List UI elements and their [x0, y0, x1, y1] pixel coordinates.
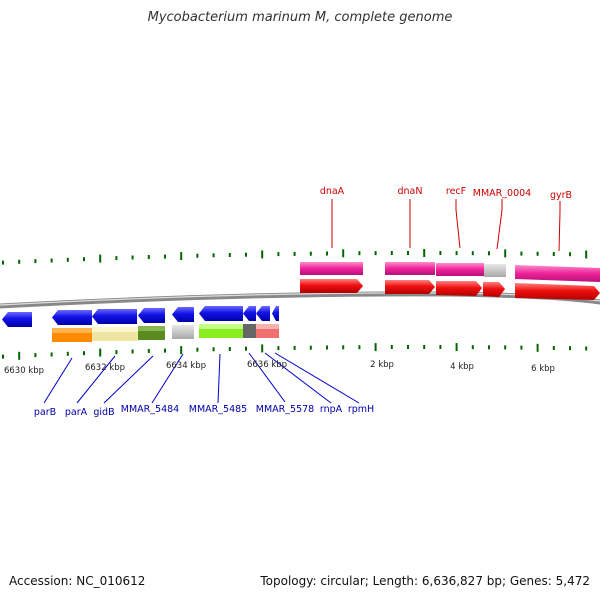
scale-label-2kbp: 2 kbp: [370, 360, 394, 370]
feature-bar-dnaN[interactable]: [385, 262, 435, 275]
gene-label-MMAR_5578[interactable]: MMAR_5578: [256, 404, 314, 415]
gene-arrow-MMAR_0004[interactable]: [483, 282, 505, 297]
lower-tick-row: [2, 343, 588, 360]
gene-arrow-dnaA[interactable]: [300, 279, 363, 293]
gene-arrow-parA[interactable]: [52, 310, 92, 325]
gene-label-MMAR_5485[interactable]: MMAR_5485: [189, 404, 247, 415]
upper-tick-row: [2, 249, 588, 265]
gene-arrow-parB[interactable]: [2, 312, 32, 327]
gene-label-gyrB[interactable]: gyrB: [550, 190, 572, 201]
gene-label-rpmH[interactable]: rpmH: [348, 404, 374, 415]
feature-bar-lime-shine: [199, 324, 243, 329]
scale-label-6632kbp: 6632 kbp: [85, 363, 125, 373]
accession-text: Accession: NC_010612: [9, 574, 146, 588]
reverse-gene-arrows: [2, 306, 279, 327]
scale-labels: 6630 kbp 6632 kbp 6634 kbp 6636 kbp 2 kb…: [4, 360, 555, 376]
forward-leader-lines: [331, 199, 561, 252]
feature-bar-gyrB[interactable]: [515, 265, 600, 282]
genome-backbone: [0, 291, 600, 309]
gene-arrow-MMAR_5484[interactable]: [138, 308, 165, 323]
reverse-gene-labels: parB parA gidB MMAR_5484 MMAR_5485 MMAR_…: [34, 404, 374, 418]
feature-bar-MMAR_0004[interactable]: [484, 264, 506, 277]
gene-label-parB[interactable]: parB: [34, 407, 56, 418]
forward-gene-arrows: [300, 279, 600, 300]
gene-arrow-rpmH[interactable]: [256, 306, 270, 321]
gene-arrow-MMAR_5578[interactable]: [199, 306, 243, 321]
gene-label-gidB[interactable]: gidB: [93, 407, 114, 418]
gene-label-dnaA[interactable]: dnaA: [320, 186, 345, 197]
gene-arrow-gyrB[interactable]: [515, 283, 600, 300]
feature-bar-orange-shine: [52, 328, 92, 333]
gene-label-MMAR_0004[interactable]: MMAR_0004: [473, 188, 531, 199]
gene-arrow-gidB[interactable]: [92, 309, 137, 324]
forward-feature-track: [300, 262, 600, 282]
feature-bar-dark-grey[interactable]: [243, 324, 256, 338]
scale-label-6630kbp: 6630 kbp: [4, 366, 44, 376]
scale-label-6634kbp: 6634 kbp: [166, 361, 206, 371]
feature-bar-khaki-shine: [92, 327, 138, 332]
gene-arrow-dnaN[interactable]: [385, 280, 435, 294]
gene-label-parA[interactable]: parA: [65, 407, 88, 418]
scale-label-6kbp: 6 kbp: [531, 364, 555, 374]
scale-label-4kbp: 4 kbp: [450, 362, 474, 372]
genome-summary-text: Topology: circular; Length: 6,636,827 bp…: [260, 574, 590, 588]
gene-arrow-MMAR_5485[interactable]: [172, 307, 194, 322]
scale-label-6636kbp: 6636 kbp: [247, 360, 287, 370]
gene-label-dnaN[interactable]: dnaN: [398, 186, 423, 197]
reverse-feature-track: [52, 324, 279, 342]
forward-gene-labels: dnaA dnaN recF MMAR_0004 gyrB: [320, 186, 572, 201]
feature-bar-grey-a[interactable]: [172, 325, 194, 339]
gene-label-recF[interactable]: recF: [446, 186, 466, 197]
gene-label-rnpA[interactable]: rnpA: [320, 404, 343, 415]
reverse-leader-lines: [43, 352, 360, 404]
gene-arrow-rnpA[interactable]: [243, 306, 256, 321]
gene-arrow-partial[interactable]: [272, 306, 279, 321]
gene-arrow-recF[interactable]: [436, 281, 482, 296]
map-title: Mycobacterium marinum M, complete genome: [147, 10, 453, 25]
feature-bar-recF[interactable]: [436, 263, 484, 276]
gene-label-MMAR_5484[interactable]: MMAR_5484: [121, 404, 179, 415]
feature-bar-salmon-shine: [256, 324, 279, 329]
feature-bar-dnaA[interactable]: [300, 262, 363, 275]
feature-bar-olive-shine: [138, 326, 165, 331]
